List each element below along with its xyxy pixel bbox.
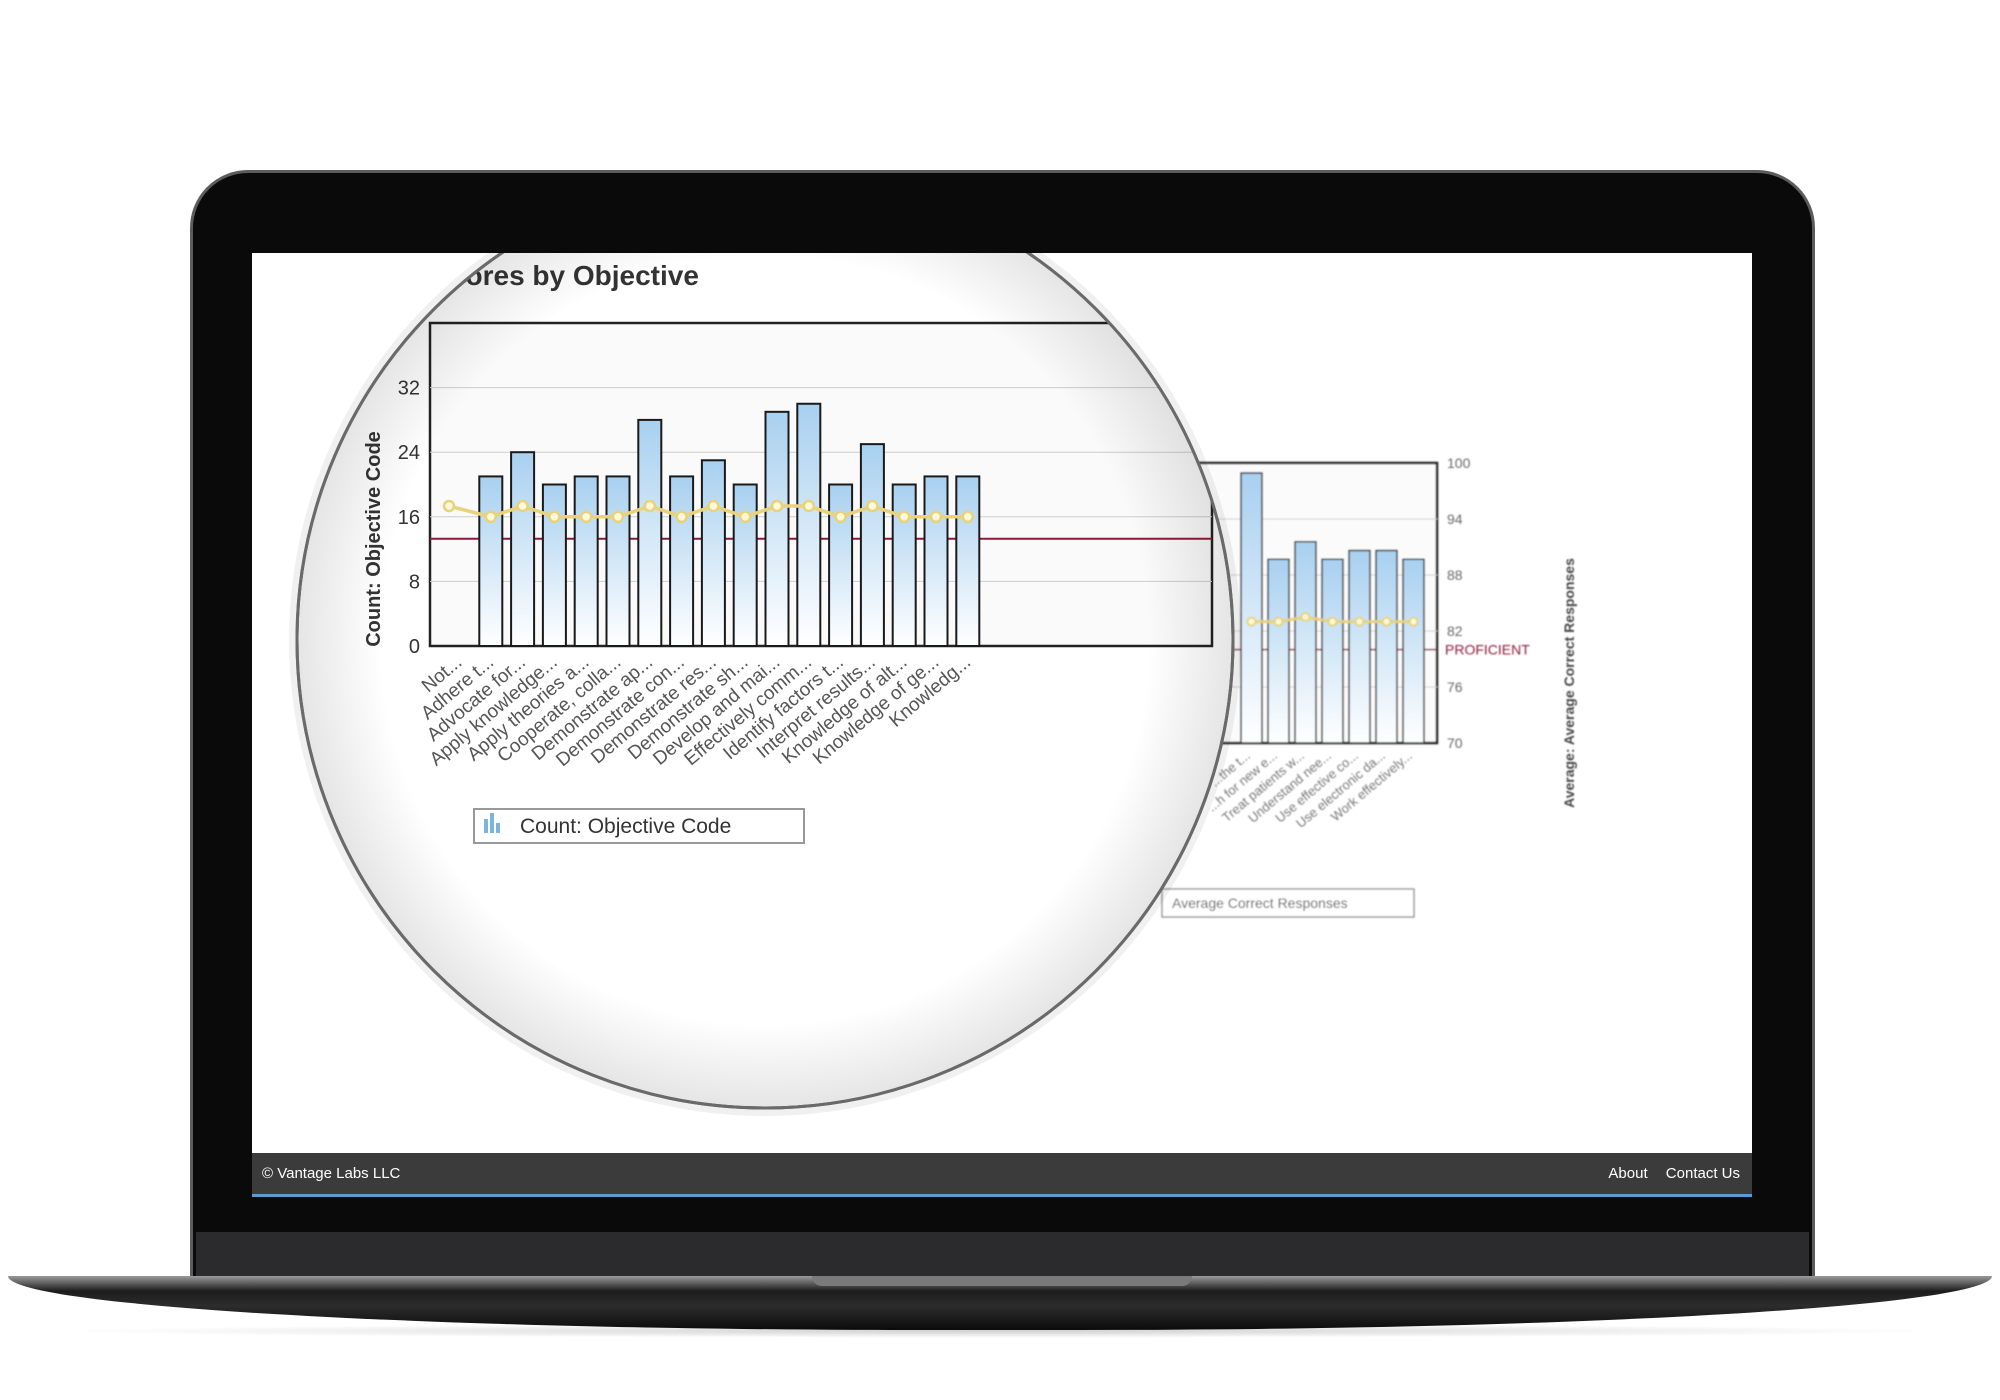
copyright-text: © Vantage Labs LLC (262, 1165, 401, 1182)
bg-bar (1240, 472, 1263, 744)
bg-y2-tick-label: 70 (1447, 735, 1463, 751)
footer-links: About Contact Us (1594, 1165, 1740, 1182)
bg-bar (1348, 549, 1371, 744)
bg-average-point (1273, 616, 1284, 627)
bg-y2-tick-label: 100 (1447, 455, 1471, 471)
laptop-chin (196, 1232, 1809, 1276)
bg-bar (1375, 549, 1398, 744)
bg-average-point (1300, 612, 1311, 622)
chart-canvas: 70 76 82 88 94 100 PROFICIENT Average: Average … (289, 253, 1577, 1116)
proficient-label: PROFICIENT (1445, 642, 1530, 658)
footer: © Vantage Labs LLC About Contact Us (252, 1153, 1752, 1197)
about-link[interactable]: About (1608, 1165, 1648, 1182)
laptop-shadow (40, 1324, 1960, 1338)
bg-legend-box (1161, 888, 1415, 918)
bg-legend-label: Average Correct Responses (1172, 895, 1348, 911)
bg-y2-tick-label: 88 (1447, 567, 1463, 583)
bg-y2-tick-label: 76 (1447, 679, 1463, 695)
bg-bar (1321, 558, 1344, 744)
bg-y2-tick-label: 94 (1447, 511, 1463, 527)
bg-y2-tick-label: 82 (1447, 623, 1463, 639)
bg-bar (1294, 541, 1317, 744)
lens-rim (295, 253, 1235, 1110)
bg-y2-axis-label: Average: Average Correct Responses (1561, 558, 1577, 808)
bg-average-point (1354, 616, 1365, 627)
bg-average-point (1327, 616, 1338, 627)
bg-average-point (1246, 616, 1257, 627)
laptop-hinge-notch (812, 1276, 1192, 1286)
bg-bar (1267, 558, 1290, 744)
bg-average-point (1408, 616, 1419, 627)
screen: 70 76 82 88 94 100 PROFICIENT Average: Average … (252, 253, 1752, 1197)
contact-us-link[interactable]: Contact Us (1665, 1165, 1740, 1182)
bg-bar (1402, 558, 1425, 744)
bg-average-point (1381, 616, 1392, 627)
